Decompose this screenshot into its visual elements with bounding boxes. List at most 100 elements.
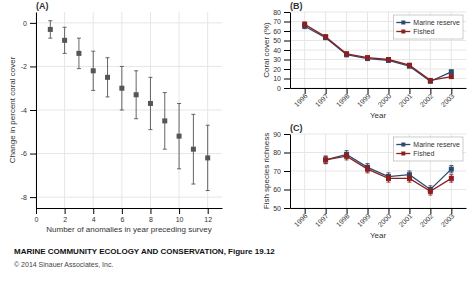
axis-line xyxy=(36,13,37,209)
marker xyxy=(323,35,328,40)
legend-swatch xyxy=(401,143,405,147)
marker xyxy=(365,56,370,61)
tick-mark xyxy=(347,88,348,94)
axis-line xyxy=(290,135,291,209)
tick-mark xyxy=(409,208,410,214)
caption: MARINE COMMUNITY ECOLOGY AND CONSERVATIO… xyxy=(14,247,275,256)
series-line xyxy=(326,156,452,191)
marker xyxy=(386,58,391,63)
x-axis-title: Year xyxy=(370,231,387,240)
x-tick: 12 xyxy=(204,208,212,223)
panel: 1996199719981999200020012002200301020304… xyxy=(262,1,467,120)
marker xyxy=(344,154,349,159)
grid-line xyxy=(290,134,466,135)
y-axis: 5060708090 xyxy=(273,131,290,212)
tick-label: 10 xyxy=(176,216,184,223)
error-bar xyxy=(345,52,349,56)
legend-item: Fished xyxy=(396,150,434,157)
tick-mark xyxy=(36,208,37,214)
grid-line xyxy=(36,22,222,23)
grid-line xyxy=(290,12,466,13)
tick-mark xyxy=(284,60,290,61)
error-bar xyxy=(48,21,52,38)
tick-label: 70 xyxy=(273,18,281,25)
tick-mark xyxy=(284,12,290,13)
error-bar xyxy=(345,153,349,160)
tick-mark xyxy=(388,88,389,94)
x-tick: 2001 xyxy=(398,88,414,108)
marker xyxy=(76,51,81,56)
panel: 1996199719981999200020012002200350607080… xyxy=(262,123,467,240)
tick-label: 1998 xyxy=(335,212,351,228)
marker xyxy=(386,57,391,62)
panel-title: (A) xyxy=(36,1,49,11)
tick-mark xyxy=(430,208,431,214)
grid xyxy=(290,12,466,88)
x-tick: 1997 xyxy=(314,208,330,228)
axis-line xyxy=(37,208,223,209)
y-tick: -6 xyxy=(21,150,36,157)
tick-label: 2 xyxy=(63,216,67,223)
y-tick: 50 xyxy=(273,205,290,212)
marker xyxy=(323,157,328,162)
tick-label: 40 xyxy=(273,47,281,54)
marker xyxy=(119,86,124,91)
error-bar xyxy=(134,71,138,119)
tick-label: 0 xyxy=(277,85,281,92)
legend-label: Marine reserve xyxy=(413,141,460,148)
legend-label: Marine reserve xyxy=(413,19,460,26)
marker xyxy=(323,34,328,39)
axis-line xyxy=(291,208,467,209)
tick-mark xyxy=(284,69,290,70)
tick-label: 1997 xyxy=(314,212,330,228)
legend-item: Fished xyxy=(396,28,434,35)
chart-container: 0246810120-2-4-6-8Number of anomalies in… xyxy=(0,0,474,298)
x-tick: 1998 xyxy=(335,88,351,108)
y-tick: 20 xyxy=(273,66,290,73)
error-bar xyxy=(163,93,167,150)
tick-mark xyxy=(451,208,452,214)
marker xyxy=(191,147,196,152)
legend: Marine reserve Fished xyxy=(393,15,463,39)
legend-box xyxy=(393,15,463,39)
tick-mark xyxy=(368,88,369,94)
y-tick: 70 xyxy=(273,18,290,25)
tick-mark xyxy=(30,154,36,155)
tick-mark xyxy=(347,208,348,214)
x-tick: 2002 xyxy=(419,88,435,108)
marker xyxy=(449,74,454,79)
marker xyxy=(407,63,412,68)
grid-line xyxy=(290,69,466,70)
tick-mark xyxy=(30,197,36,198)
marker xyxy=(449,176,454,181)
marker xyxy=(205,155,210,160)
error-bar xyxy=(120,66,124,110)
x-tick: 10 xyxy=(176,208,184,223)
marker xyxy=(105,75,110,80)
x-tick: 1996 xyxy=(293,208,309,228)
tick-label: 1999 xyxy=(356,212,372,228)
error-bar xyxy=(324,156,328,163)
marker xyxy=(162,118,167,123)
marker xyxy=(428,79,433,84)
tick-mark xyxy=(305,88,306,94)
legend-swatch xyxy=(401,21,405,25)
tick-mark xyxy=(368,208,369,214)
axis-line xyxy=(290,13,291,89)
tick-label: 6 xyxy=(120,216,124,223)
x-tick: 2003 xyxy=(439,208,455,228)
marker xyxy=(323,157,328,162)
error-bar xyxy=(63,27,67,53)
tick-mark xyxy=(284,31,290,32)
tick-mark xyxy=(284,134,290,135)
tick-label: 2000 xyxy=(377,212,393,228)
series-line xyxy=(305,26,452,81)
tick-mark xyxy=(65,208,66,214)
tick-label: 4 xyxy=(92,216,96,223)
y-tick: 60 xyxy=(273,28,290,35)
tick-mark xyxy=(284,88,290,89)
tick-label: -4 xyxy=(21,107,27,114)
error-bar xyxy=(206,125,210,190)
tick-label: 70 xyxy=(273,168,281,175)
y-tick: 70 xyxy=(273,168,290,175)
